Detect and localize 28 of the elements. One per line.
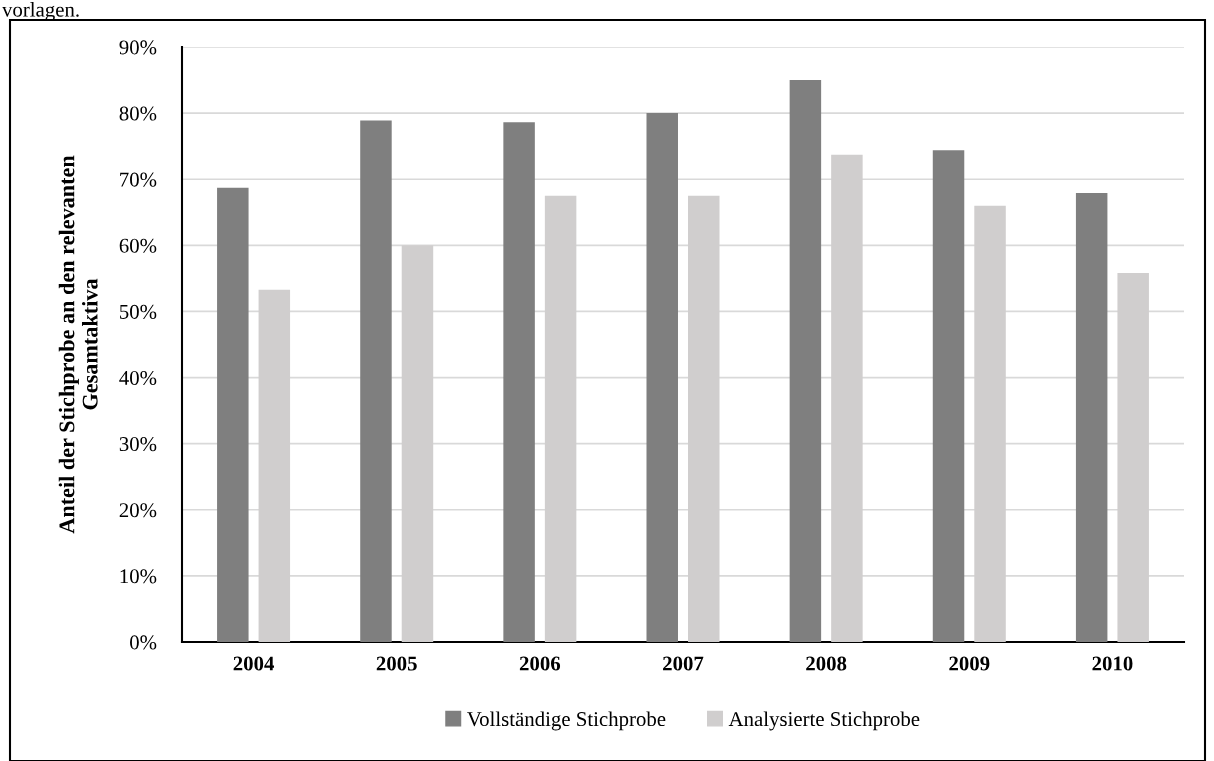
bar [217,187,249,642]
y-tick-label: 10% [120,569,157,584]
x-tick-label: 2008 [806,656,847,671]
x-tick-label: 2010 [1092,656,1133,671]
legend-label: Vollständige Stichprobe [467,711,666,731]
x-tick-label: 2009 [949,656,990,671]
y-tick-label: 70% [120,172,157,187]
y-tick-label: 80% [119,106,157,121]
y-axis-title: Anteil der Stichprobe an den relevanten Gesamtaktiva [58,155,98,534]
text: vorlagen. [2,2,79,21]
y-tick-label: 20% [119,503,157,518]
x-tick-label: 2006 [519,656,561,671]
legend-label: Analysierte Stichprobe [728,711,920,731]
bar [503,122,535,642]
x-tick-label: 2005 [376,656,417,671]
y-tick-label: 40% [119,370,157,386]
x-tick-label: 2007 [663,656,704,671]
y-tick-label: 50% [120,304,157,319]
bar [646,113,678,642]
bar [932,150,965,642]
y-tick-label: 90% [119,40,157,55]
y-tick-label: 60% [119,238,157,253]
bar [360,120,392,642]
bar [789,80,822,642]
bar [1075,193,1108,642]
y-tick-label: 30% [119,437,157,452]
x-tick-label: 2004 [233,656,275,671]
y-tick-label: 0% [130,635,157,650]
